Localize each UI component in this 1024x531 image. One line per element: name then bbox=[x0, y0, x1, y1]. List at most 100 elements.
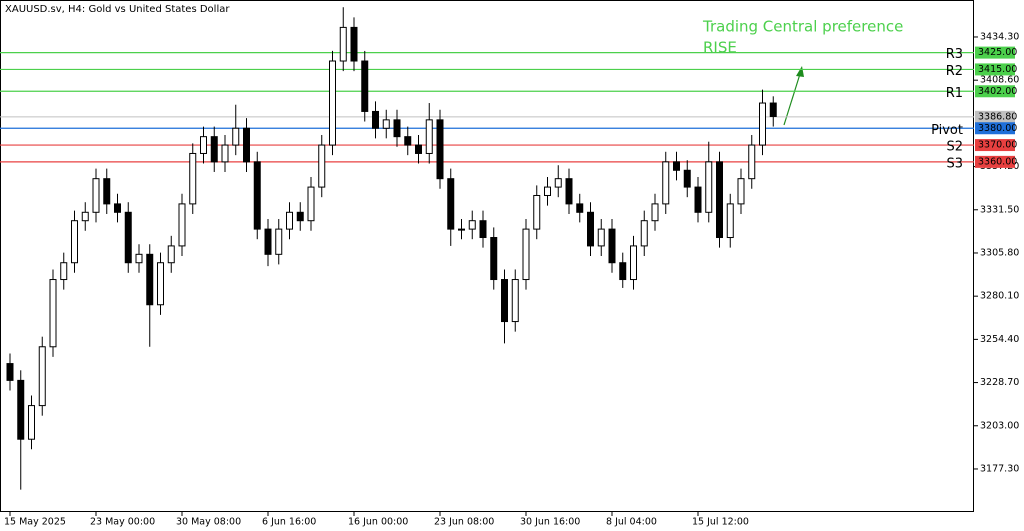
candle-body bbox=[630, 245, 637, 281]
candle-body bbox=[683, 169, 691, 188]
candle-body bbox=[71, 220, 78, 264]
level-box bbox=[975, 139, 1015, 152]
y-tick-label: 3408.60 bbox=[980, 75, 1019, 86]
candle-body bbox=[511, 279, 519, 323]
candle-body bbox=[447, 178, 455, 230]
candle-body bbox=[759, 102, 766, 146]
candle-body bbox=[253, 161, 261, 230]
arrow-shaft bbox=[783, 73, 801, 126]
level-name: R3 bbox=[946, 47, 963, 62]
candle-body bbox=[522, 228, 530, 281]
y-tick-label: 3177.30 bbox=[980, 463, 1019, 474]
candle-body bbox=[490, 237, 498, 281]
level-value-label: 3415.00 bbox=[978, 64, 1017, 75]
y-tick-label: 3228.70 bbox=[980, 377, 1019, 388]
current-price-label: 3386.80 bbox=[978, 111, 1017, 122]
candle-body bbox=[748, 144, 756, 180]
level-box bbox=[975, 122, 1015, 135]
candle-body bbox=[479, 220, 487, 239]
x-tick-label: 30 Jun 16:00 bbox=[520, 517, 580, 528]
candle-body bbox=[554, 178, 562, 188]
annotation: Trading Central preference bbox=[702, 18, 903, 36]
candle-body bbox=[705, 161, 713, 213]
candle-body bbox=[275, 228, 283, 255]
candle-body bbox=[544, 186, 551, 196]
candle-body bbox=[608, 228, 616, 264]
candle-body bbox=[694, 186, 702, 213]
level-value-label: 3360.00 bbox=[978, 156, 1017, 167]
candle-body bbox=[651, 203, 659, 222]
level-name: S2 bbox=[946, 140, 963, 155]
candle-body bbox=[189, 152, 197, 205]
x-tick-label: 23 May 00:00 bbox=[90, 517, 155, 528]
level-box bbox=[975, 63, 1015, 76]
level-box bbox=[975, 85, 1015, 98]
arrow-head bbox=[796, 66, 804, 77]
candle-body bbox=[60, 262, 68, 281]
candle-body bbox=[587, 211, 594, 247]
candle-body bbox=[662, 161, 670, 205]
candle-body bbox=[350, 26, 358, 62]
candle-body bbox=[221, 144, 229, 163]
candle-body bbox=[81, 211, 89, 222]
candle-body bbox=[597, 228, 605, 247]
level-value-label: 3370.00 bbox=[978, 140, 1017, 151]
candle-body bbox=[329, 60, 336, 146]
candle-body bbox=[38, 346, 46, 407]
candle-body bbox=[769, 102, 777, 117]
candle-body bbox=[17, 379, 25, 440]
y-tick-label: 3203.00 bbox=[980, 420, 1019, 431]
candle-body bbox=[393, 119, 401, 138]
candle-body bbox=[339, 26, 347, 62]
candle-body bbox=[415, 144, 422, 154]
candle-body bbox=[307, 186, 315, 222]
candle-body bbox=[178, 203, 186, 247]
candle-body bbox=[501, 279, 508, 323]
level-name: Pivot bbox=[931, 123, 963, 138]
y-tick-label: 3331.50 bbox=[980, 204, 1019, 215]
x-tick-label: 8 Jul 04:00 bbox=[606, 517, 657, 528]
plot-frame bbox=[0, 0, 974, 512]
level-value-label: 3402.00 bbox=[978, 86, 1017, 97]
y-tick-label: 3305.80 bbox=[980, 247, 1019, 258]
x-tick-label: 30 May 08:00 bbox=[176, 517, 241, 528]
candle-body bbox=[167, 245, 175, 264]
candle-body bbox=[264, 228, 272, 255]
candle-body bbox=[619, 262, 627, 281]
candle-body bbox=[200, 136, 207, 154]
candle-body bbox=[210, 136, 218, 163]
candle-body bbox=[458, 228, 465, 231]
annotation: RISE bbox=[703, 39, 737, 57]
chart-title: XAUUSD.sv, H4: Gold vs United States Dol… bbox=[5, 4, 230, 15]
candle-body bbox=[157, 262, 164, 306]
candle-body bbox=[372, 110, 379, 129]
candle-body bbox=[124, 211, 132, 264]
candle-body bbox=[92, 178, 100, 213]
candle-body bbox=[716, 161, 723, 239]
candle-body bbox=[103, 178, 111, 205]
candle-body bbox=[232, 127, 240, 146]
y-tick-label: 3434.30 bbox=[980, 31, 1019, 42]
level-value-label: 3380.00 bbox=[978, 123, 1017, 134]
x-tick-label: 15 May 2025 bbox=[4, 517, 66, 528]
y-tick-label: 3280.10 bbox=[980, 291, 1019, 302]
x-tick-label: 16 Jun 00:00 bbox=[348, 517, 408, 528]
candle-body bbox=[673, 161, 680, 171]
x-tick-label: 23 Jun 08:00 bbox=[434, 517, 494, 528]
candle-body bbox=[425, 119, 433, 154]
candle-body bbox=[404, 136, 412, 146]
x-tick-label: 6 Jun 16:00 bbox=[262, 517, 316, 528]
y-tick-label: 3254.40 bbox=[980, 334, 1019, 345]
current-price-box bbox=[975, 110, 1015, 123]
candle-body bbox=[146, 253, 154, 306]
x-tick-label: 15 Jul 12:00 bbox=[692, 517, 749, 528]
candle-body bbox=[361, 60, 369, 112]
candle-body bbox=[135, 253, 143, 264]
level-box bbox=[975, 155, 1015, 168]
level-box bbox=[975, 46, 1015, 59]
level-name: S3 bbox=[946, 156, 963, 171]
level-value-label: 3425.00 bbox=[978, 47, 1017, 58]
candle-body bbox=[565, 178, 573, 205]
candle-body bbox=[6, 363, 14, 381]
candle-body bbox=[286, 211, 293, 230]
